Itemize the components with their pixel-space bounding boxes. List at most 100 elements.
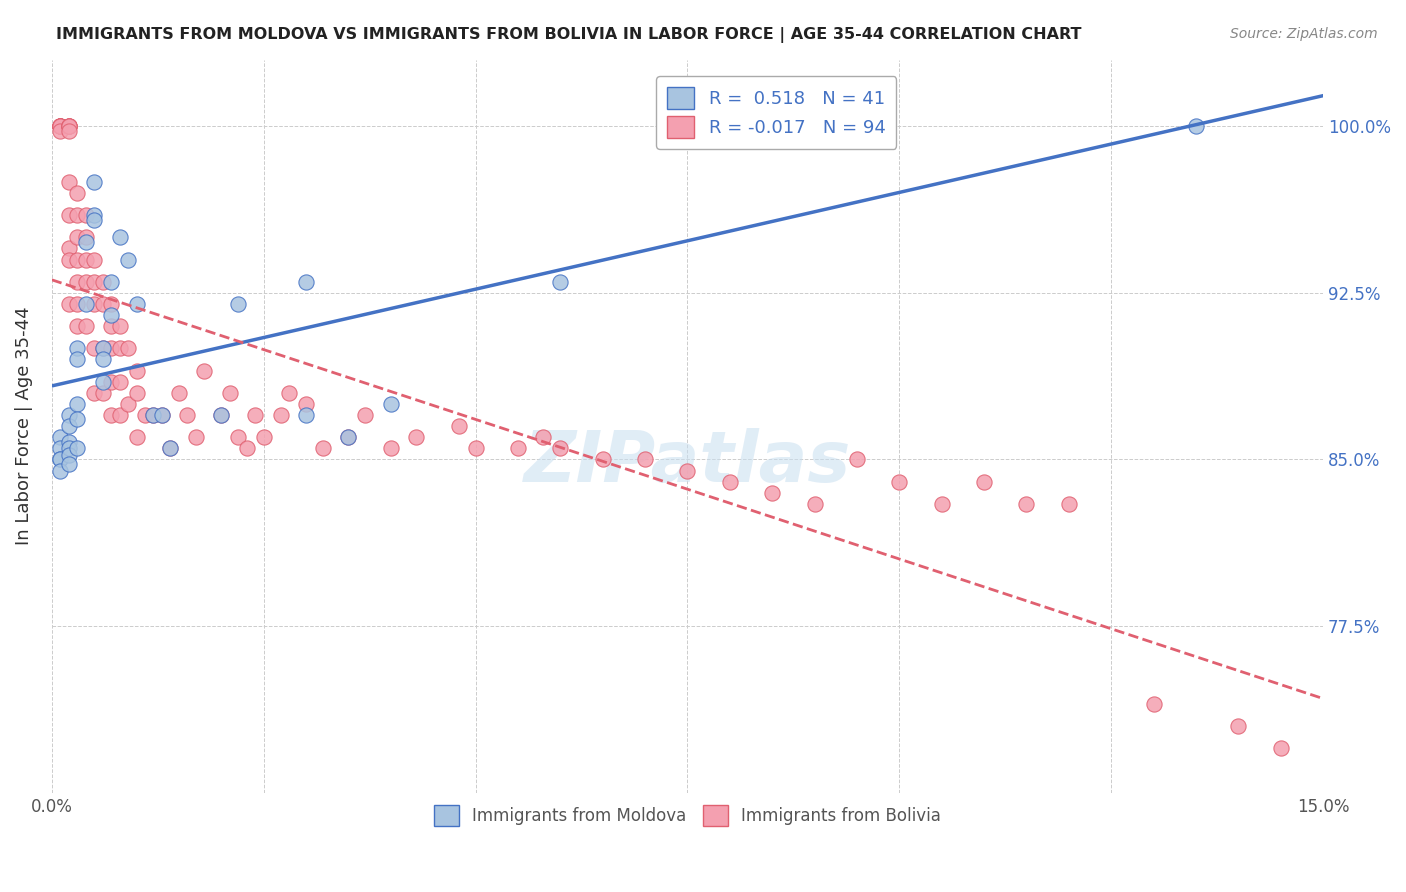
Point xyxy=(295,408,318,422)
Text: Source: ZipAtlas.com: Source: ZipAtlas.com xyxy=(1230,27,1378,41)
Text: IMMIGRANTS FROM MOLDOVA VS IMMIGRANTS FROM BOLIVIA IN LABOR FORCE | AGE 35-44 CO: IMMIGRANTS FROM MOLDOVA VS IMMIGRANTS FR… xyxy=(56,27,1081,43)
Point xyxy=(49,124,72,138)
Point xyxy=(464,442,486,456)
Point xyxy=(83,175,105,189)
Point xyxy=(243,408,266,422)
Point xyxy=(592,452,614,467)
Point xyxy=(125,297,148,311)
Point xyxy=(83,275,105,289)
Point xyxy=(100,408,122,422)
Point xyxy=(973,475,995,489)
Point xyxy=(58,252,80,267)
Point xyxy=(803,497,825,511)
Point xyxy=(550,442,572,456)
Point xyxy=(58,408,80,422)
Point xyxy=(159,442,181,456)
Point xyxy=(889,475,911,489)
Point xyxy=(58,241,80,255)
Point xyxy=(312,442,335,456)
Point xyxy=(100,319,122,334)
Point xyxy=(718,475,741,489)
Point xyxy=(58,442,80,456)
Point xyxy=(83,342,105,356)
Point xyxy=(550,275,572,289)
Point xyxy=(337,430,360,444)
Point xyxy=(58,457,80,471)
Point xyxy=(125,385,148,400)
Point xyxy=(150,408,173,422)
Point xyxy=(75,235,97,249)
Point xyxy=(49,120,72,134)
Point xyxy=(117,252,139,267)
Point xyxy=(447,419,470,434)
Point xyxy=(91,385,114,400)
Point xyxy=(108,408,131,422)
Point xyxy=(134,408,156,422)
Point xyxy=(66,297,89,311)
Point xyxy=(184,430,207,444)
Point xyxy=(91,297,114,311)
Point xyxy=(75,252,97,267)
Point xyxy=(1057,497,1080,511)
Text: ZIPatlas: ZIPatlas xyxy=(524,428,851,497)
Point xyxy=(66,186,89,200)
Point xyxy=(108,319,131,334)
Point xyxy=(100,375,122,389)
Point xyxy=(108,230,131,244)
Point xyxy=(58,120,80,134)
Point xyxy=(253,430,276,444)
Point xyxy=(58,120,80,134)
Point xyxy=(58,448,80,462)
Point xyxy=(167,385,190,400)
Point xyxy=(226,297,249,311)
Point xyxy=(100,308,122,322)
Point xyxy=(91,352,114,367)
Point xyxy=(193,363,215,377)
Point xyxy=(58,419,80,434)
Point xyxy=(66,352,89,367)
Point xyxy=(49,120,72,134)
Point xyxy=(846,452,869,467)
Point xyxy=(49,430,72,444)
Point xyxy=(931,497,953,511)
Point xyxy=(117,397,139,411)
Point xyxy=(83,297,105,311)
Point xyxy=(380,397,402,411)
Legend: Immigrants from Moldova, Immigrants from Bolivia: Immigrants from Moldova, Immigrants from… xyxy=(423,796,952,836)
Point xyxy=(58,120,80,134)
Point xyxy=(66,275,89,289)
Point xyxy=(142,408,165,422)
Point xyxy=(405,430,427,444)
Point xyxy=(176,408,198,422)
Point xyxy=(49,120,72,134)
Point xyxy=(100,275,122,289)
Point xyxy=(380,442,402,456)
Point xyxy=(66,342,89,356)
Point xyxy=(117,342,139,356)
Point xyxy=(83,385,105,400)
Point xyxy=(66,208,89,222)
Point xyxy=(83,208,105,222)
Point xyxy=(295,397,318,411)
Point xyxy=(1270,741,1292,756)
Point xyxy=(91,342,114,356)
Point xyxy=(1015,497,1038,511)
Point xyxy=(218,385,240,400)
Point xyxy=(91,375,114,389)
Point xyxy=(354,408,377,422)
Point xyxy=(58,175,80,189)
Point xyxy=(75,208,97,222)
Point xyxy=(209,408,232,422)
Point xyxy=(209,408,232,422)
Point xyxy=(66,252,89,267)
Point xyxy=(66,442,89,456)
Point xyxy=(1142,697,1164,711)
Point xyxy=(159,442,181,456)
Point xyxy=(49,120,72,134)
Point xyxy=(531,430,554,444)
Point xyxy=(75,275,97,289)
Point xyxy=(125,363,148,377)
Point xyxy=(83,252,105,267)
Point xyxy=(83,212,105,227)
Point xyxy=(108,342,131,356)
